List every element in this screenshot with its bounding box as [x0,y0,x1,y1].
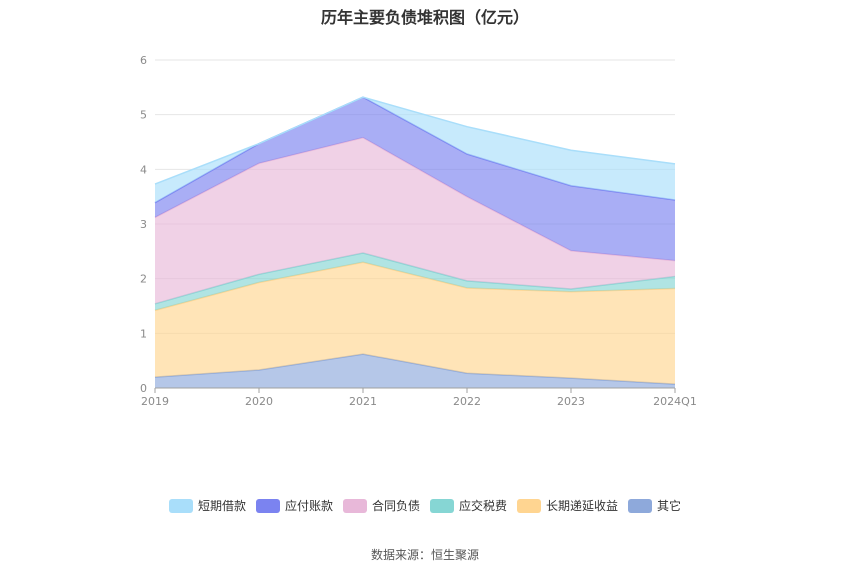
y-tick-label: 1 [140,327,147,340]
legend-swatch [255,498,280,513]
y-tick-label: 0 [140,382,147,395]
legend-item[interactable]: 合同负债 [342,497,420,514]
legend-swatch [628,498,653,513]
legend-label: 应交税费 [459,499,508,513]
y-tick-label: 4 [140,163,147,176]
y-tick-label: 2 [140,273,147,286]
legend-item[interactable]: 长期递延收益 [517,497,618,514]
x-tick-label: 2023 [557,395,585,408]
x-tick-label: 2020 [245,395,273,408]
legend-swatch [430,498,454,513]
series-line-5 [154,96,676,185]
legend-label: 长期递延收益 [546,499,619,513]
legend-item[interactable]: 其它 [628,497,681,514]
legend-item[interactable]: 应交税费 [430,497,507,514]
legend-label: 其它 [657,499,682,513]
x-tick-label: 2024Q1 [653,395,697,408]
y-tick-label: 6 [140,54,147,67]
x-tick-label: 2019 [141,395,169,408]
y-tick-label: 3 [140,218,147,231]
area-1 [155,262,675,385]
area-0 [155,354,675,388]
legend-label: 短期借款 [197,499,246,513]
chart-legend: 短期借款 应付账款 合同负债 应交税费 长期递延收益 其它 [0,497,850,514]
legend-swatch [168,498,193,513]
legend-label: 应付账款 [284,499,333,513]
chart-title: 历年主要负债堆积图（亿元） [320,8,529,27]
area-4 [155,97,675,261]
area-3 [155,137,675,304]
area-2 [155,252,675,311]
data-source: 数据来源：恒生聚源 [370,548,479,562]
area-5 [155,97,675,203]
y-tick-label: 5 [140,109,147,122]
legend-item[interactable]: 应付账款 [255,497,333,514]
legend-swatch [517,498,542,513]
legend-label: 合同负债 [371,499,420,513]
legend-item[interactable]: 短期借款 [168,497,246,514]
x-tick-label: 2022 [453,395,481,408]
x-tick-label: 2021 [349,395,377,408]
legend-swatch [342,498,367,513]
